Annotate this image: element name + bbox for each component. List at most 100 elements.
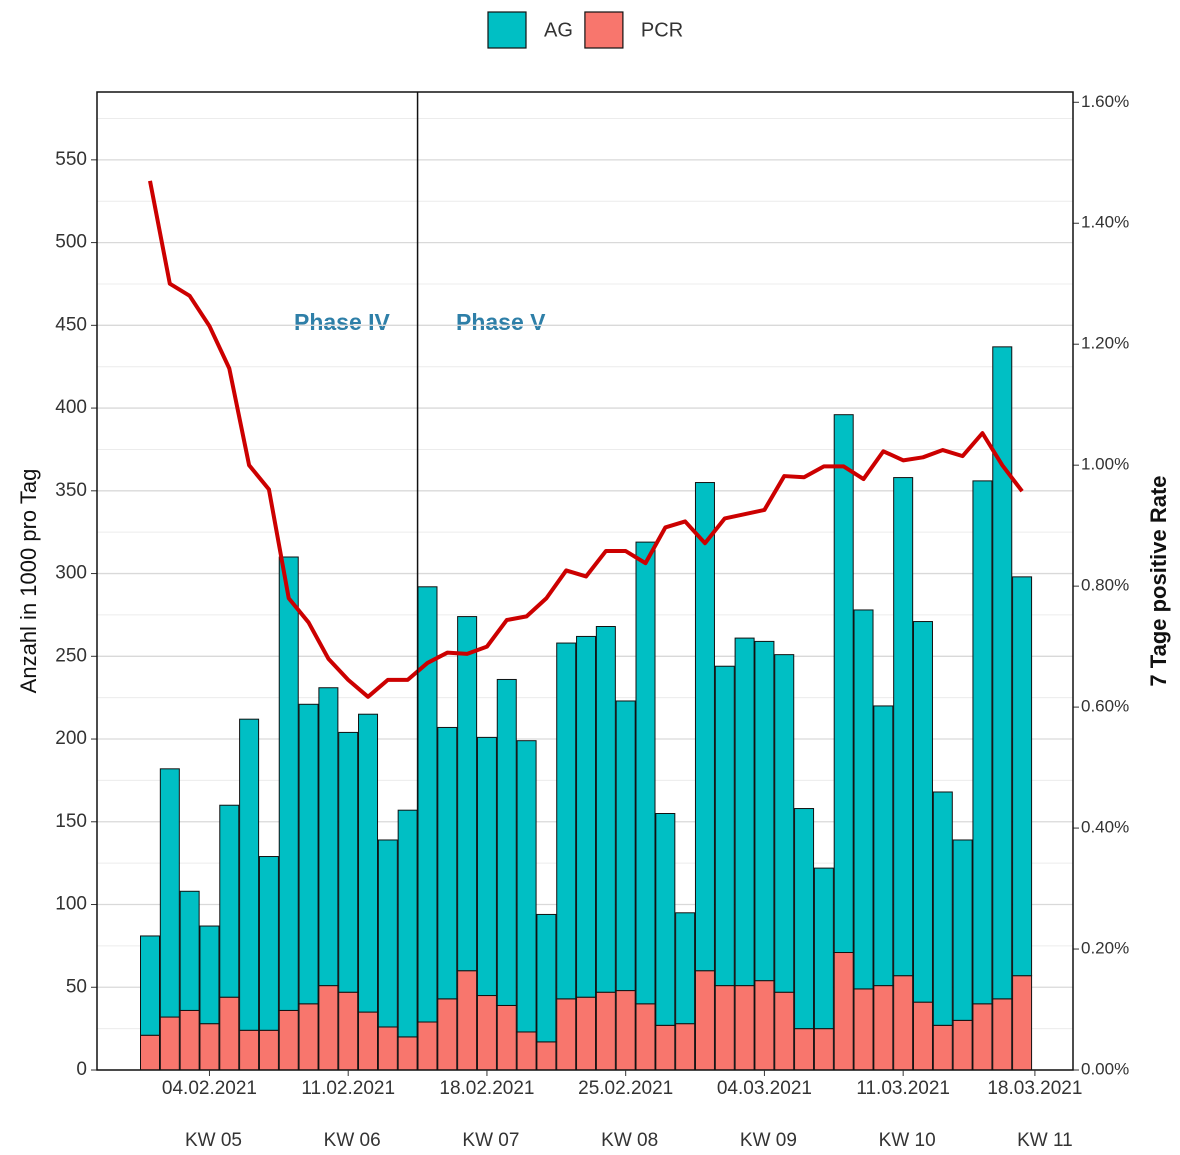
y2-tick-label: 1.40% [1081, 213, 1129, 232]
bar-segment [873, 705, 894, 987]
bar-segment [516, 740, 537, 1033]
bar-segment [457, 616, 478, 972]
y-tick-label: 150 [55, 811, 87, 832]
y-tick-label: 400 [55, 397, 87, 418]
bar-segment [873, 985, 894, 1071]
x-tick-label: 11.02.2021 [301, 1078, 395, 1099]
bar-segment [219, 996, 240, 1071]
bar-segment [159, 768, 180, 1018]
y-tick-label: 450 [55, 314, 87, 335]
bar-segment [675, 912, 696, 1025]
bar-segment [754, 980, 775, 1071]
bar-segment [476, 995, 497, 1071]
bar-segment [536, 913, 557, 1043]
y2-tick-label: 0.80% [1081, 576, 1129, 595]
bar-segment [833, 952, 854, 1071]
bar-segment [635, 541, 656, 1005]
bar-segment [338, 731, 359, 993]
y2-tick-label: 1.60% [1081, 92, 1129, 111]
bar-segment [219, 804, 240, 998]
legend-label: PCR [641, 19, 683, 41]
week-label: KW 09 [740, 1130, 797, 1151]
y-tick-label: 100 [55, 894, 87, 915]
rate-line [148, 180, 1024, 699]
bar-segment [239, 1029, 260, 1071]
bar-segment [774, 654, 795, 993]
bar-segment [437, 726, 458, 1000]
bar-segment [179, 890, 200, 1011]
y-tick-label: 250 [55, 645, 87, 666]
bar-segment [615, 700, 636, 992]
bar-segment [536, 1041, 557, 1071]
bar-segment [813, 1028, 834, 1071]
y2-tick-label: 1.20% [1081, 334, 1129, 353]
bar-segment [417, 586, 438, 1023]
bar-segment [576, 996, 597, 1071]
bar-segment [714, 985, 735, 1071]
bar-segment [417, 1021, 438, 1071]
bar-segment [675, 1023, 696, 1071]
bar-segment [972, 1003, 993, 1071]
week-label: KW 05 [185, 1130, 242, 1151]
bar-segment [635, 1003, 656, 1071]
y-tick-label: 500 [55, 232, 87, 253]
y2-tick-label: 0.40% [1081, 818, 1129, 837]
y-tick-label: 300 [55, 563, 87, 584]
bar-segment [476, 736, 497, 997]
y2-tick-label: 0.60% [1081, 697, 1129, 716]
bar-segment [140, 935, 160, 1036]
y-tick-label: 200 [55, 728, 87, 749]
bar-segment [853, 609, 874, 990]
bar-segment [853, 988, 874, 1071]
bar-segment [496, 1004, 517, 1071]
x-tick-label: 04.02.2021 [162, 1078, 257, 1099]
legend-label: AG [544, 19, 573, 41]
bar-segment [932, 791, 953, 1026]
bar-segment [813, 867, 834, 1030]
y2-tick-label: 0.20% [1081, 939, 1129, 958]
bar-segment [239, 718, 260, 1031]
bar-segment [615, 990, 636, 1071]
bar-segment [595, 626, 616, 993]
bar-segment [318, 687, 339, 987]
annotation: Phase V [456, 309, 546, 335]
bar-segment [338, 991, 359, 1071]
week-label: KW 11 [1017, 1130, 1073, 1151]
bar-segment [358, 1011, 379, 1071]
x-tick-label: 18.02.2021 [439, 1078, 534, 1099]
week-label: KW 10 [879, 1130, 936, 1151]
bar-segment [457, 970, 478, 1071]
bar-segment [437, 998, 458, 1071]
bar-segment [734, 985, 755, 1071]
bar-segment [397, 809, 418, 1038]
bar-segment [694, 970, 715, 1071]
bar-segment [258, 856, 279, 1031]
legend-swatch [487, 11, 527, 49]
bar-segment [932, 1024, 953, 1071]
annotation: Phase IV [294, 309, 391, 335]
legend-swatch [584, 11, 624, 49]
bar-segment [298, 703, 319, 1005]
week-label: KW 06 [324, 1130, 381, 1151]
bar-segment [199, 925, 220, 1025]
bar-segment [556, 642, 577, 1000]
bar-segment [893, 975, 914, 1071]
bar-segment [893, 477, 914, 977]
bar-segment [298, 1003, 319, 1071]
bar-segment [833, 414, 854, 954]
bar-segment [694, 482, 715, 972]
bar-segment [358, 713, 379, 1013]
bar-segment [1012, 975, 1033, 1071]
bar-segment [912, 621, 933, 1003]
bar-segment [556, 998, 577, 1071]
bar-segment [655, 813, 676, 1026]
bar-segment [992, 998, 1013, 1071]
bar-segment [576, 635, 597, 998]
y-tick-label: 0 [76, 1059, 87, 1080]
bar-segment [258, 1029, 279, 1071]
y-tick-label: 50 [66, 976, 87, 997]
bar-segment [992, 346, 1013, 1000]
bar-segment [734, 637, 755, 987]
bar-segment [912, 1001, 933, 1071]
